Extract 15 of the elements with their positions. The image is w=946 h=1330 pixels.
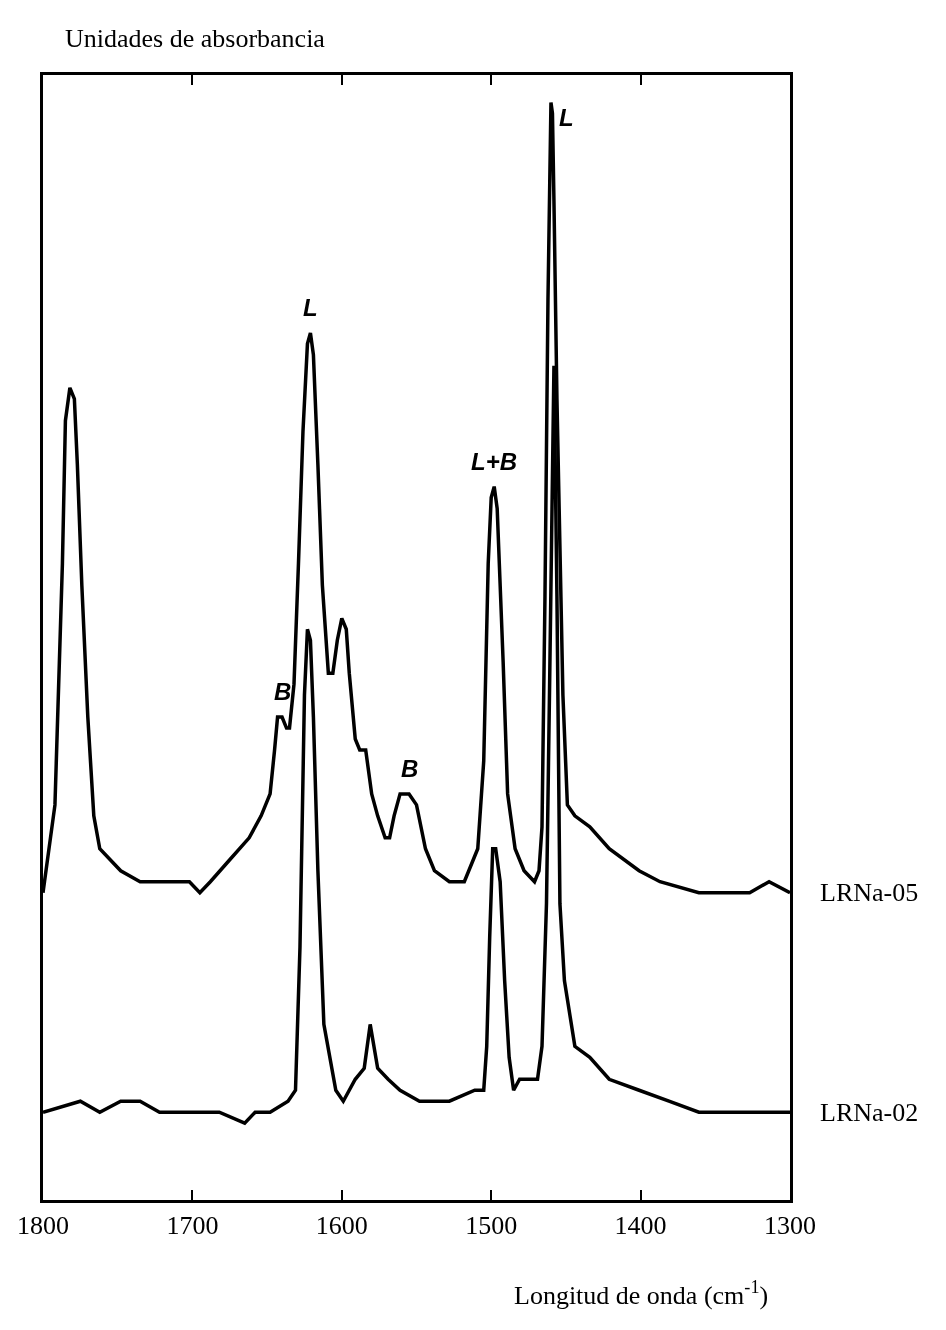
x-tick-label: 1700 <box>166 1211 219 1241</box>
x-tick-label: 1400 <box>614 1211 667 1241</box>
annotation: L+B <box>471 448 518 475</box>
annotation: L <box>559 104 574 131</box>
annotation: L <box>303 294 318 321</box>
x-axis-title: Longitud de onda (cm$^{-1}$) <box>514 1277 769 1310</box>
annotation: B <box>274 678 292 705</box>
series-label: LRNa-05 <box>820 878 919 907</box>
x-tick-label: 1800 <box>17 1211 69 1241</box>
y-axis-title: Unidades de absorbancia <box>65 24 326 53</box>
x-tick-label: 1300 <box>764 1211 816 1241</box>
annotation: B <box>401 755 419 782</box>
x-tick-label: 1500 <box>465 1211 518 1241</box>
x-tick-label: 1600 <box>315 1211 368 1241</box>
series-label: LRNa-02 <box>820 1098 919 1127</box>
